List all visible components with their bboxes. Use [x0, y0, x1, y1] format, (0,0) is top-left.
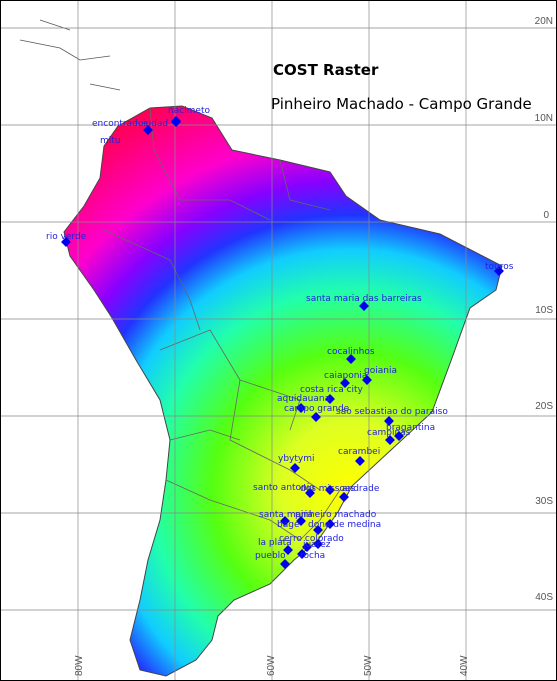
city-label-juarez: juarez: [302, 540, 331, 550]
city-label-cerro-colorado: cerro colorado: [279, 534, 344, 544]
islands: [19, 19, 121, 91]
city-label-bragantina: bragantina: [386, 423, 435, 433]
lon-label-40w: 40W: [459, 655, 470, 676]
city-label-touros: touros: [485, 262, 514, 272]
city-marker-cerro-colorado: [313, 539, 323, 549]
city-label-caiaponia: caiaponia: [324, 371, 367, 381]
lat-label-10n: 10N: [534, 113, 553, 124]
city-label-campinas: campinas: [367, 428, 411, 438]
city-marker-pueblo: [280, 559, 290, 569]
city-label-ybytymi: ybytymi: [278, 454, 315, 464]
city-label-andrade: andrade: [342, 484, 380, 494]
city-label-aquidauana: aquidauana: [277, 394, 330, 404]
country-borders: [103, 107, 341, 541]
city-label-santa-maria-das-barreiras: santa maria das barreiras: [306, 294, 422, 304]
city-label-bag-: bagé: [277, 519, 300, 530]
city-label-mitu: mitu: [100, 136, 121, 146]
city-marker-santa-maria: [280, 516, 290, 526]
lon-label-50w: 50W: [363, 655, 374, 676]
city-label-dos-missoes: dos missoes: [300, 484, 355, 494]
city-marker-rocha: [297, 549, 307, 559]
map-title: COST Raster: [273, 61, 379, 79]
city-marker-la-plata: [302, 542, 312, 552]
city-label-rio-verde: rio verde: [46, 232, 87, 242]
city-label-costa-rica-city: costa rica city: [300, 385, 364, 395]
city-label-pueblo: pueblo: [255, 551, 286, 561]
city-label-sao-sebastiao-do-paraiso: sao sebastiao do paraiso: [336, 407, 448, 417]
city-label-santa-maria: santa maria: [259, 510, 313, 520]
city-marker-rio-verde: [61, 237, 71, 247]
city-label-la-plata: la plata: [258, 538, 292, 548]
city-label-carambei: carambei: [338, 447, 380, 457]
lat-label-20s: 20S: [535, 401, 553, 412]
city-label-cocalinhos: cocalinhos: [327, 347, 375, 357]
city-marker-dona-de-medina: [325, 519, 335, 529]
city-marker-bag-: [313, 525, 323, 535]
city-label-encontrados: encontrados: [92, 119, 148, 129]
map-subtitle: Pinheiro Machado - Campo Grande: [271, 95, 532, 113]
city-marker-nacimeto: [171, 116, 181, 126]
city-label-ciudad: ciudad: [138, 119, 168, 129]
city-marker-juarez: [283, 545, 293, 555]
city-label-dona-de-medina: dona de medina: [308, 520, 381, 530]
lat-label-20n: 20N: [534, 16, 553, 27]
lon-label-60w: 60W: [266, 655, 277, 676]
city-label-goiania: goiania: [364, 366, 397, 376]
lon-label-80w: 80W: [74, 655, 85, 676]
city-label-pinheiro-machado: pinheiro machado: [295, 510, 377, 520]
city-label-campo-grande: campo grande: [284, 404, 350, 414]
city-label-santo-antonio: santo antonio: [253, 483, 315, 493]
lat-label-0: 0: [543, 210, 549, 221]
city-label-rocha: rocha: [300, 551, 325, 561]
lat-label-30s: 30S: [535, 496, 553, 507]
city-label-nacimeto: nacimeto: [168, 106, 211, 116]
lat-label-10s: 10S: [535, 305, 553, 316]
city-marker-encontrados: [143, 125, 153, 135]
lat-label-40s: 40S: [535, 592, 553, 603]
city-marker-pinheiro-machado: [296, 516, 306, 526]
